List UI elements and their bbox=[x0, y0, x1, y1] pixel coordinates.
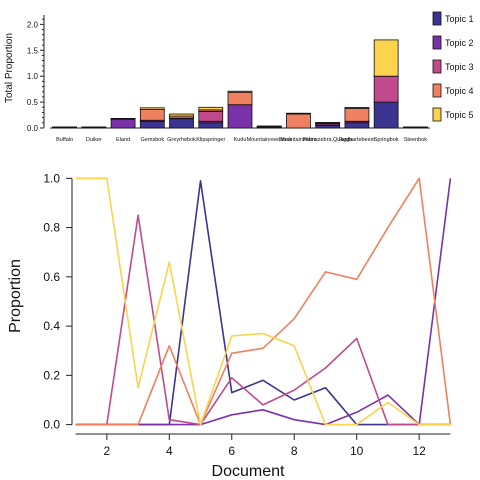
bar-category-label: Springbok bbox=[374, 137, 399, 143]
bar-y-tick-label: 2.0 bbox=[27, 20, 39, 29]
bar-gemsbok-topic-4 bbox=[139, 108, 165, 121]
bar-eland-topic-5 bbox=[110, 117, 136, 120]
bar-y-tick-label: 1.5 bbox=[27, 46, 39, 55]
bar-eland-topic-2 bbox=[110, 118, 136, 129]
line-x-tick-label: 6 bbox=[228, 444, 235, 458]
bar-category-label: Steenbok bbox=[404, 137, 427, 143]
line-y-tick-label: 0.4 bbox=[43, 319, 60, 333]
bar-category-label: Mountainzebra bbox=[280, 137, 317, 143]
bar-duiker-topic-5 bbox=[81, 126, 107, 129]
bar-springbok-topic-1 bbox=[373, 101, 399, 129]
legend-label-topic-2: Topic 2 bbox=[445, 38, 474, 48]
bar-mountainzebra-topic-4 bbox=[286, 113, 311, 129]
legend-swatch-topic-4 bbox=[432, 83, 442, 98]
bar-category-label: Eland bbox=[116, 137, 130, 143]
bar-kudu-topic-2 bbox=[227, 104, 253, 129]
line-chart-series bbox=[75, 177, 452, 426]
bar-gemsbok-topic-5 bbox=[139, 107, 165, 110]
stacked-bar-chart: 0.0 0.5 1.0 1.5 2.0 Buffalo Duiker Eland Gemsbo… bbox=[4, 11, 474, 143]
bar-y-tick-label: 0.0 bbox=[27, 124, 39, 133]
bar-klipspringer-topic-5 bbox=[198, 106, 224, 111]
bar-plainszebra-quagga-topic-5 bbox=[315, 122, 341, 124]
line-chart-y-axis-label: Proportion bbox=[7, 259, 24, 333]
bar-kudu-topic-4 bbox=[227, 91, 253, 106]
bar-klipspringer-topic-1 bbox=[198, 122, 224, 129]
legend-label-topic-4: Topic 4 bbox=[445, 86, 474, 96]
line-chart: 0.0 0.2 0.4 0.6 0.8 1.0 2 4 6 8 10 12 Document Prop… bbox=[7, 171, 452, 480]
bar-greyrhebok-topic-5 bbox=[169, 113, 194, 117]
line-series-topic-4 bbox=[75, 177, 452, 426]
line-y-tick-label: 0.0 bbox=[43, 418, 60, 432]
bar-category-label: Mountainreedbuck bbox=[247, 137, 293, 143]
line-chart-axes: 0.0 0.2 0.4 0.6 0.8 1.0 2 4 6 8 10 12 bbox=[43, 171, 451, 458]
bar-chart-legend: Topic 1 Topic 2 Topic 3 Topic 4 Topic 5 bbox=[432, 11, 474, 122]
bar-category-label: Redhartebeest bbox=[339, 137, 376, 143]
legend-label-topic-5: Topic 5 bbox=[445, 110, 474, 120]
legend-swatch-topic-1 bbox=[432, 11, 442, 26]
bar-klipspringer-topic-3 bbox=[198, 111, 224, 122]
bar-steenbok-topic-5 bbox=[402, 126, 428, 129]
bar-redhartebeest-topic-4 bbox=[344, 107, 370, 122]
bar-chart-bars bbox=[52, 39, 428, 129]
bar-kudu-topic-5 bbox=[227, 90, 253, 93]
bar-y-tick-label: 0.5 bbox=[27, 98, 39, 107]
bar-springbok-topic-3 bbox=[373, 75, 399, 103]
bar-redhartebeest-topic-1 bbox=[344, 122, 370, 129]
line-x-tick-label: 12 bbox=[412, 444, 426, 458]
line-x-tick-label: 10 bbox=[350, 444, 364, 458]
line-series-topic-2 bbox=[75, 178, 452, 426]
bar-y-tick-label: 1.0 bbox=[27, 72, 39, 81]
legend-label-topic-3: Topic 3 bbox=[445, 62, 474, 72]
line-series-topic-3 bbox=[75, 214, 451, 426]
bar-greyrhebok-topic-1 bbox=[169, 118, 194, 129]
bar-chart-y-axis-label: Total Proportion bbox=[4, 33, 15, 103]
bar-mountainzebra-topic-5 bbox=[286, 112, 311, 115]
bar-mountainreedbuck-topic-5 bbox=[256, 125, 282, 128]
line-series-topic-5 bbox=[75, 177, 451, 426]
line-x-tick-label: 8 bbox=[291, 444, 298, 458]
bar-category-label: Greyrhebok bbox=[167, 137, 196, 143]
bar-category-label: Klipspringer bbox=[196, 137, 225, 143]
line-y-tick-label: 1.0 bbox=[43, 171, 60, 185]
legend-label-topic-1: Topic 1 bbox=[445, 14, 474, 24]
bar-category-label: Buffalo bbox=[56, 137, 73, 143]
bar-category-label: Duiker bbox=[86, 137, 102, 143]
line-chart-x-axis-label: Document bbox=[212, 463, 285, 480]
legend-swatch-topic-5 bbox=[432, 107, 442, 122]
bar-gemsbok-topic-1 bbox=[139, 120, 165, 129]
bar-redhartebeest-topic-5 bbox=[344, 107, 370, 109]
line-x-tick-label: 2 bbox=[104, 444, 111, 458]
line-x-tick-label: 4 bbox=[166, 444, 173, 458]
legend-swatch-topic-3 bbox=[432, 59, 442, 74]
line-y-tick-label: 0.2 bbox=[43, 368, 60, 382]
line-y-tick-label: 0.6 bbox=[43, 270, 60, 284]
bar-chart-category-labels: Buffalo Duiker Eland Gemsbok Greyrhebok Klips… bbox=[56, 137, 427, 143]
legend-swatch-topic-2 bbox=[432, 35, 442, 50]
bar-category-label: Kudu bbox=[234, 137, 247, 143]
line-y-tick-label: 0.8 bbox=[43, 221, 60, 235]
bar-category-label: Gemsbok bbox=[141, 137, 165, 143]
bar-springbok-topic-5 bbox=[373, 39, 399, 77]
bar-buffalo-topic-5 bbox=[52, 126, 77, 129]
bar-category-label: Plainszebra,Quagga bbox=[303, 137, 354, 143]
